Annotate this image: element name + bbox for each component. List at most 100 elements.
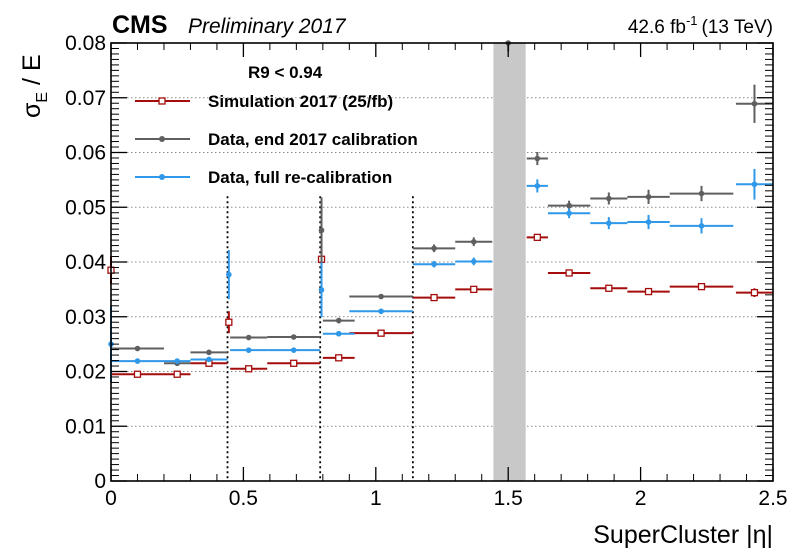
data-point <box>669 185 734 202</box>
point-marker <box>134 358 141 364</box>
y-tick-label: 0.04 <box>65 251 106 274</box>
series-2 <box>108 168 773 383</box>
data-point <box>163 370 191 378</box>
legend-label-simulation: Simulation 2017 (25/fb) <box>208 92 393 111</box>
point-marker <box>750 289 759 297</box>
data-point <box>547 208 591 219</box>
data-point <box>349 293 413 300</box>
y-tick-label: 0.02 <box>65 361 106 384</box>
data-point <box>226 249 232 300</box>
data-point <box>412 244 456 253</box>
data-point <box>526 151 548 166</box>
legend-marker-data-old <box>159 136 165 142</box>
y-axis-title-sigma: σ <box>18 102 46 118</box>
point-marker <box>225 318 233 326</box>
point-marker <box>470 258 477 265</box>
data-point <box>322 330 355 337</box>
legend: R9 < 0.94 Simulation 2017 (25/fb) Data, … <box>135 63 418 187</box>
svg-text:σE / E: σE / E <box>18 54 51 118</box>
data-point <box>669 282 734 291</box>
point-marker <box>206 349 212 356</box>
point-marker <box>470 285 478 294</box>
data-point <box>526 179 548 193</box>
point-marker <box>645 219 652 225</box>
point-marker <box>644 287 653 296</box>
y-axis-title: σE / E <box>18 54 51 118</box>
point-marker <box>290 359 298 367</box>
data-point <box>735 288 773 298</box>
data-point <box>590 284 628 292</box>
data-point <box>163 358 191 364</box>
point-marker <box>377 329 385 337</box>
point-marker <box>290 334 297 340</box>
data-point <box>190 359 228 367</box>
y-tick-label: 0.08 <box>65 32 106 55</box>
point-marker <box>606 220 612 226</box>
point-marker <box>566 202 572 209</box>
data-point <box>349 329 413 337</box>
x-tick-labels: 0 0.5 1 1.5 2 2.5 <box>105 487 787 510</box>
y-tick-label: 0.06 <box>65 142 106 165</box>
legend-title: R9 < 0.94 <box>248 63 323 82</box>
point-marker <box>751 181 758 188</box>
data-point <box>267 334 321 340</box>
data-point <box>547 269 591 277</box>
point-marker <box>431 245 437 252</box>
point-marker <box>534 183 541 189</box>
data-point <box>267 359 321 367</box>
cms-label: CMS <box>112 11 168 39</box>
point-marker <box>335 354 343 362</box>
series-0 <box>107 233 773 378</box>
legend-entry-data-old: Data, end 2017 calibration <box>135 130 418 149</box>
y-tick-label: 0.07 <box>65 87 106 110</box>
point-marker <box>318 287 325 293</box>
point-marker <box>565 269 573 277</box>
gap-region-band <box>493 43 526 481</box>
point-marker <box>697 282 706 291</box>
point-marker <box>318 227 325 234</box>
data-point <box>267 347 321 353</box>
legend-marker-simulation <box>158 97 166 105</box>
data-series <box>107 40 773 383</box>
point-marker <box>378 308 384 315</box>
point-marker <box>245 334 252 341</box>
data-point <box>627 287 670 296</box>
data-point <box>590 217 628 230</box>
x-tick-label: 2.5 <box>758 487 787 510</box>
preliminary-label: Preliminary 2017 <box>188 15 347 38</box>
y-tick-label: 0.01 <box>65 415 106 438</box>
x-axis-title: SuperCluster |η| <box>593 521 773 549</box>
data-point <box>455 257 493 266</box>
x-tick-label: 1.5 <box>494 487 523 510</box>
data-point <box>190 349 228 356</box>
data-point <box>669 218 734 234</box>
legend-label-data-old: Data, end 2017 calibration <box>208 130 418 149</box>
axis-ticks <box>110 42 774 482</box>
point-marker <box>606 195 612 202</box>
data-point <box>230 334 268 341</box>
data-point <box>230 365 268 373</box>
point-marker <box>290 347 297 353</box>
point-marker <box>133 370 142 378</box>
point-marker <box>174 358 180 364</box>
point-marker <box>173 370 181 378</box>
data-point <box>627 189 670 204</box>
data-point <box>190 356 228 363</box>
data-point <box>225 311 233 334</box>
lumi-value: 42.6 fb <box>628 17 686 38</box>
point-marker <box>226 271 232 278</box>
data-point <box>455 285 493 294</box>
data-point <box>318 197 325 264</box>
point-marker <box>534 155 541 162</box>
point-marker <box>698 223 705 229</box>
data-point <box>455 237 493 247</box>
point-marker <box>335 330 342 337</box>
y-axis-title-rest: / E <box>18 54 46 92</box>
y-tick-label: 0 <box>94 470 106 493</box>
data-point <box>349 308 413 315</box>
point-marker <box>566 210 572 217</box>
point-marker <box>645 194 652 200</box>
x-tick-label: 0.5 <box>229 487 258 510</box>
data-point <box>111 370 164 378</box>
